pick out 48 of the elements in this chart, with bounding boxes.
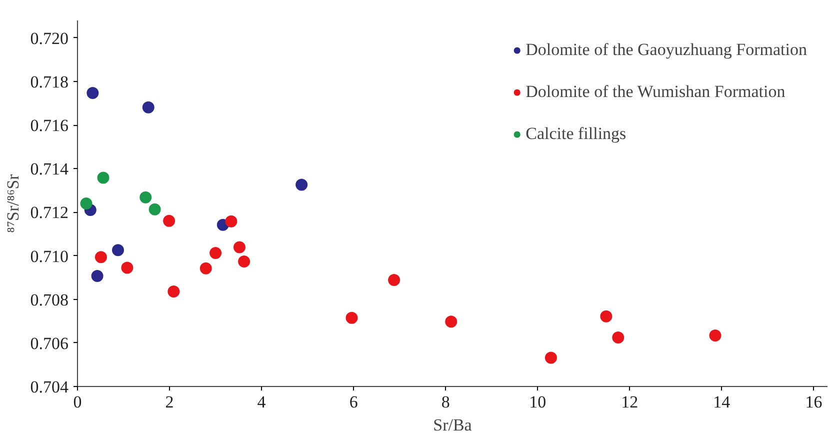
x-axis-title: Sr/Ba — [433, 416, 472, 434]
point — [91, 270, 104, 282]
point — [163, 214, 176, 227]
point — [612, 331, 624, 344]
y-tick-label: 0.708 — [30, 290, 68, 310]
point — [200, 262, 212, 274]
point — [544, 352, 557, 364]
point — [121, 262, 134, 274]
point — [140, 191, 152, 204]
x-tick-label: 6 — [349, 392, 358, 412]
y-tick-label: 0.704 — [30, 378, 69, 396]
legend-label: Calcite fillings — [526, 124, 626, 144]
legend-label: Dolomite of the Gaoyuzhuang Formation — [526, 40, 807, 60]
point — [388, 274, 400, 286]
point — [148, 203, 161, 216]
point — [112, 244, 124, 256]
point — [80, 198, 92, 210]
point — [94, 251, 107, 264]
point — [346, 312, 358, 324]
y-tick-label: 0.720 — [30, 28, 68, 48]
x-tick-label: 10 — [529, 392, 546, 412]
y-tick-label: 0.710 — [30, 246, 68, 266]
y-tick-label: 0.714 — [30, 160, 69, 179]
y-axis-title: ⁸⁷Sr/⁸⁶Sr — [3, 174, 22, 233]
y-tick-label: 0.716 — [30, 116, 68, 136]
point — [445, 316, 458, 328]
x-tick-label: 0 — [73, 392, 82, 412]
point — [233, 241, 246, 254]
x-tick-label: 2 — [165, 392, 174, 412]
point — [97, 172, 110, 184]
point — [238, 255, 250, 268]
x-tick-label: 14 — [713, 392, 731, 412]
x-tick-label: 12 — [621, 392, 638, 412]
x-tick-label: 8 — [441, 392, 450, 412]
y-tick-label: 0.718 — [30, 72, 68, 92]
point — [600, 310, 612, 322]
point — [210, 246, 222, 259]
point — [86, 87, 99, 100]
point — [168, 286, 180, 298]
x-tick-label: 16 — [805, 392, 822, 412]
point — [709, 330, 722, 342]
y-tick-label: 0.706 — [30, 334, 68, 353]
legend-label: Dolomite of the Wumishan Formation — [526, 82, 786, 102]
x-tick-label: 4 — [257, 392, 266, 412]
point — [142, 101, 154, 114]
point — [296, 178, 308, 191]
y-tick-label: 0.712 — [30, 203, 68, 222]
point — [225, 215, 238, 228]
